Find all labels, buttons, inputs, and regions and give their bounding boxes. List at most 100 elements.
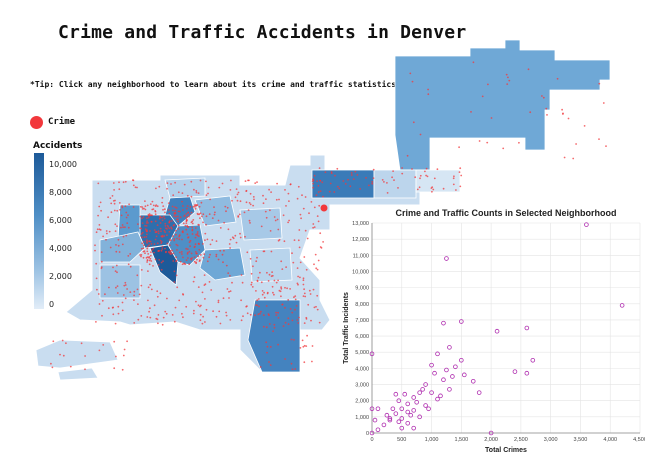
crime-point: [204, 321, 206, 323]
crime-point: [158, 259, 161, 261]
neighborhood[interactable]: [99, 264, 141, 299]
scatter-point[interactable]: [462, 372, 467, 378]
scatter-point[interactable]: [375, 427, 381, 433]
neighborhood[interactable]: [247, 299, 301, 373]
crime-point: [268, 273, 271, 276]
scatter-point[interactable]: [426, 406, 431, 412]
scatter-point[interactable]: [494, 328, 500, 334]
scatter-point[interactable]: [435, 351, 440, 357]
scatter-point[interactable]: [414, 400, 419, 405]
scatter-point[interactable]: [423, 382, 428, 387]
scatter-point[interactable]: [524, 370, 530, 376]
neighborhood[interactable]: [239, 207, 283, 241]
scatter-point[interactable]: [447, 345, 452, 350]
crime-point: [205, 215, 208, 218]
scatter-point[interactable]: [390, 406, 396, 412]
crime-point: [118, 188, 121, 191]
scatter-point[interactable]: [420, 387, 425, 392]
scatter-point[interactable]: [417, 390, 422, 395]
neighborhood[interactable]: [35, 339, 119, 369]
neighborhood[interactable]: [99, 231, 146, 263]
neighborhood[interactable]: [415, 169, 461, 193]
scatter-point[interactable]: [402, 391, 408, 397]
scatter-point[interactable]: [619, 303, 625, 308]
scatter-point[interactable]: [447, 387, 452, 392]
scatter-point[interactable]: [459, 358, 464, 363]
crime-point: [186, 251, 189, 254]
scatter-point[interactable]: [411, 408, 416, 413]
scatter-point[interactable]: [375, 406, 381, 412]
scatter-point[interactable]: [408, 412, 414, 418]
scatter-point[interactable]: [393, 391, 399, 397]
neighborhood[interactable]: [373, 169, 417, 199]
crime-point: [412, 121, 415, 124]
crime-point: [181, 253, 183, 255]
scatter-point[interactable]: [396, 419, 402, 424]
crime-point: [208, 281, 211, 283]
crime-point: [148, 259, 151, 262]
scatter-point[interactable]: [384, 412, 390, 418]
scatter-point[interactable]: [435, 396, 440, 402]
scatter-point[interactable]: [405, 401, 411, 407]
neighborhood[interactable]: [249, 247, 293, 283]
neighborhood[interactable]: [194, 195, 237, 227]
scatter-point[interactable]: [459, 319, 464, 324]
scatter-point[interactable]: [530, 358, 536, 363]
scatter-point[interactable]: [453, 364, 458, 370]
scatter-point[interactable]: [476, 390, 482, 395]
scatter-point[interactable]: [524, 325, 530, 331]
scatter-point[interactable]: [429, 362, 434, 368]
scatter-point[interactable]: [369, 351, 375, 357]
scatter-point[interactable]: [411, 425, 416, 431]
neighborhood[interactable]: [57, 367, 99, 381]
scatter-point[interactable]: [584, 222, 589, 227]
scatter-point[interactable]: [399, 416, 405, 421]
scatter-point[interactable]: [411, 395, 416, 400]
scatter-point[interactable]: [387, 417, 393, 423]
scatter-point[interactable]: [441, 320, 446, 326]
crime-point: [147, 245, 149, 248]
neighborhood-downtown[interactable]: [149, 244, 179, 286]
crime-point: [261, 290, 264, 292]
scatter-point[interactable]: [450, 374, 455, 379]
crime-point: [164, 231, 167, 234]
crime-point: [162, 205, 165, 208]
scatter-point[interactable]: [488, 430, 494, 436]
scatter-point[interactable]: [399, 425, 405, 431]
scatter-point[interactable]: [372, 417, 378, 423]
scatter-point[interactable]: [405, 421, 411, 426]
scatter-point[interactable]: [512, 369, 518, 374]
scatter-point[interactable]: [444, 367, 449, 373]
scatter-point[interactable]: [438, 393, 443, 399]
scatter-point[interactable]: [423, 403, 428, 408]
neighborhood[interactable]: [311, 169, 375, 199]
scatter-point[interactable]: [381, 422, 387, 428]
scatter-point[interactable]: [432, 370, 437, 376]
crime-point: [107, 216, 109, 219]
crime-point: [219, 249, 222, 252]
scatter-point[interactable]: [441, 377, 446, 382]
neighborhood[interactable]: [394, 39, 611, 171]
scatter-point[interactable]: [417, 414, 422, 420]
crime-point: [176, 244, 179, 247]
crime-point: [262, 194, 264, 197]
crime-point: [155, 204, 158, 207]
crime-point: [277, 279, 279, 282]
neighborhood[interactable]: [117, 204, 141, 241]
neighborhood[interactable]: [164, 177, 206, 199]
scatter-point[interactable]: [369, 430, 375, 436]
scatter-point[interactable]: [470, 379, 476, 384]
scatter-point[interactable]: [399, 406, 405, 412]
scatter-point[interactable]: [405, 409, 411, 415]
scatter-point[interactable]: [444, 256, 449, 261]
crime-point: [296, 267, 299, 269]
crime-point: [116, 225, 118, 228]
scatter-point[interactable]: [387, 416, 393, 421]
scatter-point[interactable]: [429, 390, 434, 395]
scatter-point[interactable]: [393, 411, 399, 416]
neighborhood[interactable]: [199, 247, 246, 281]
scatter-point[interactable]: [369, 406, 375, 412]
scatter-point[interactable]: [396, 398, 402, 403]
crime-point: [178, 238, 181, 241]
